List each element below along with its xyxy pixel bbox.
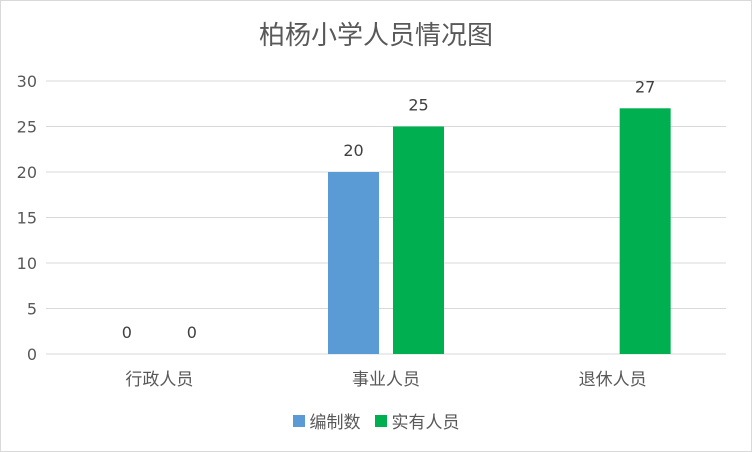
legend-item-series-2[interactable]: 实有人员: [374, 408, 460, 433]
bar: [393, 126, 444, 354]
y-tick-label: 25: [17, 118, 37, 137]
y-tick-label: 15: [17, 209, 37, 228]
x-tick-label: 事业人员: [352, 370, 420, 390]
bar: [328, 172, 379, 354]
legend-label-series-1: 编制数: [309, 413, 361, 433]
legend-swatch-series-1: [292, 414, 305, 427]
legend-item-series-1[interactable]: 编制数: [292, 408, 361, 433]
data-label: 0: [122, 323, 132, 342]
chart-title: 柏杨小学人员情况图: [258, 21, 493, 51]
y-tick-label: 30: [17, 72, 37, 91]
data-label: 20: [343, 141, 363, 160]
x-tick-label: 退休人员: [579, 370, 647, 390]
y-tick-label: 20: [17, 163, 37, 182]
data-label: 0: [187, 323, 197, 342]
chart-legend: 编制数 实有人员: [1, 408, 751, 433]
legend-label-series-2: 实有人员: [391, 413, 460, 433]
data-label: 27: [635, 77, 655, 96]
y-tick-label: 10: [17, 254, 37, 273]
data-label: 25: [408, 96, 428, 115]
y-tick-label: 0: [27, 345, 37, 364]
bar: [619, 108, 671, 354]
legend-swatch-series-2: [374, 414, 387, 427]
x-tick-label: 行政人员: [125, 370, 193, 390]
y-tick-label: 5: [27, 300, 37, 319]
